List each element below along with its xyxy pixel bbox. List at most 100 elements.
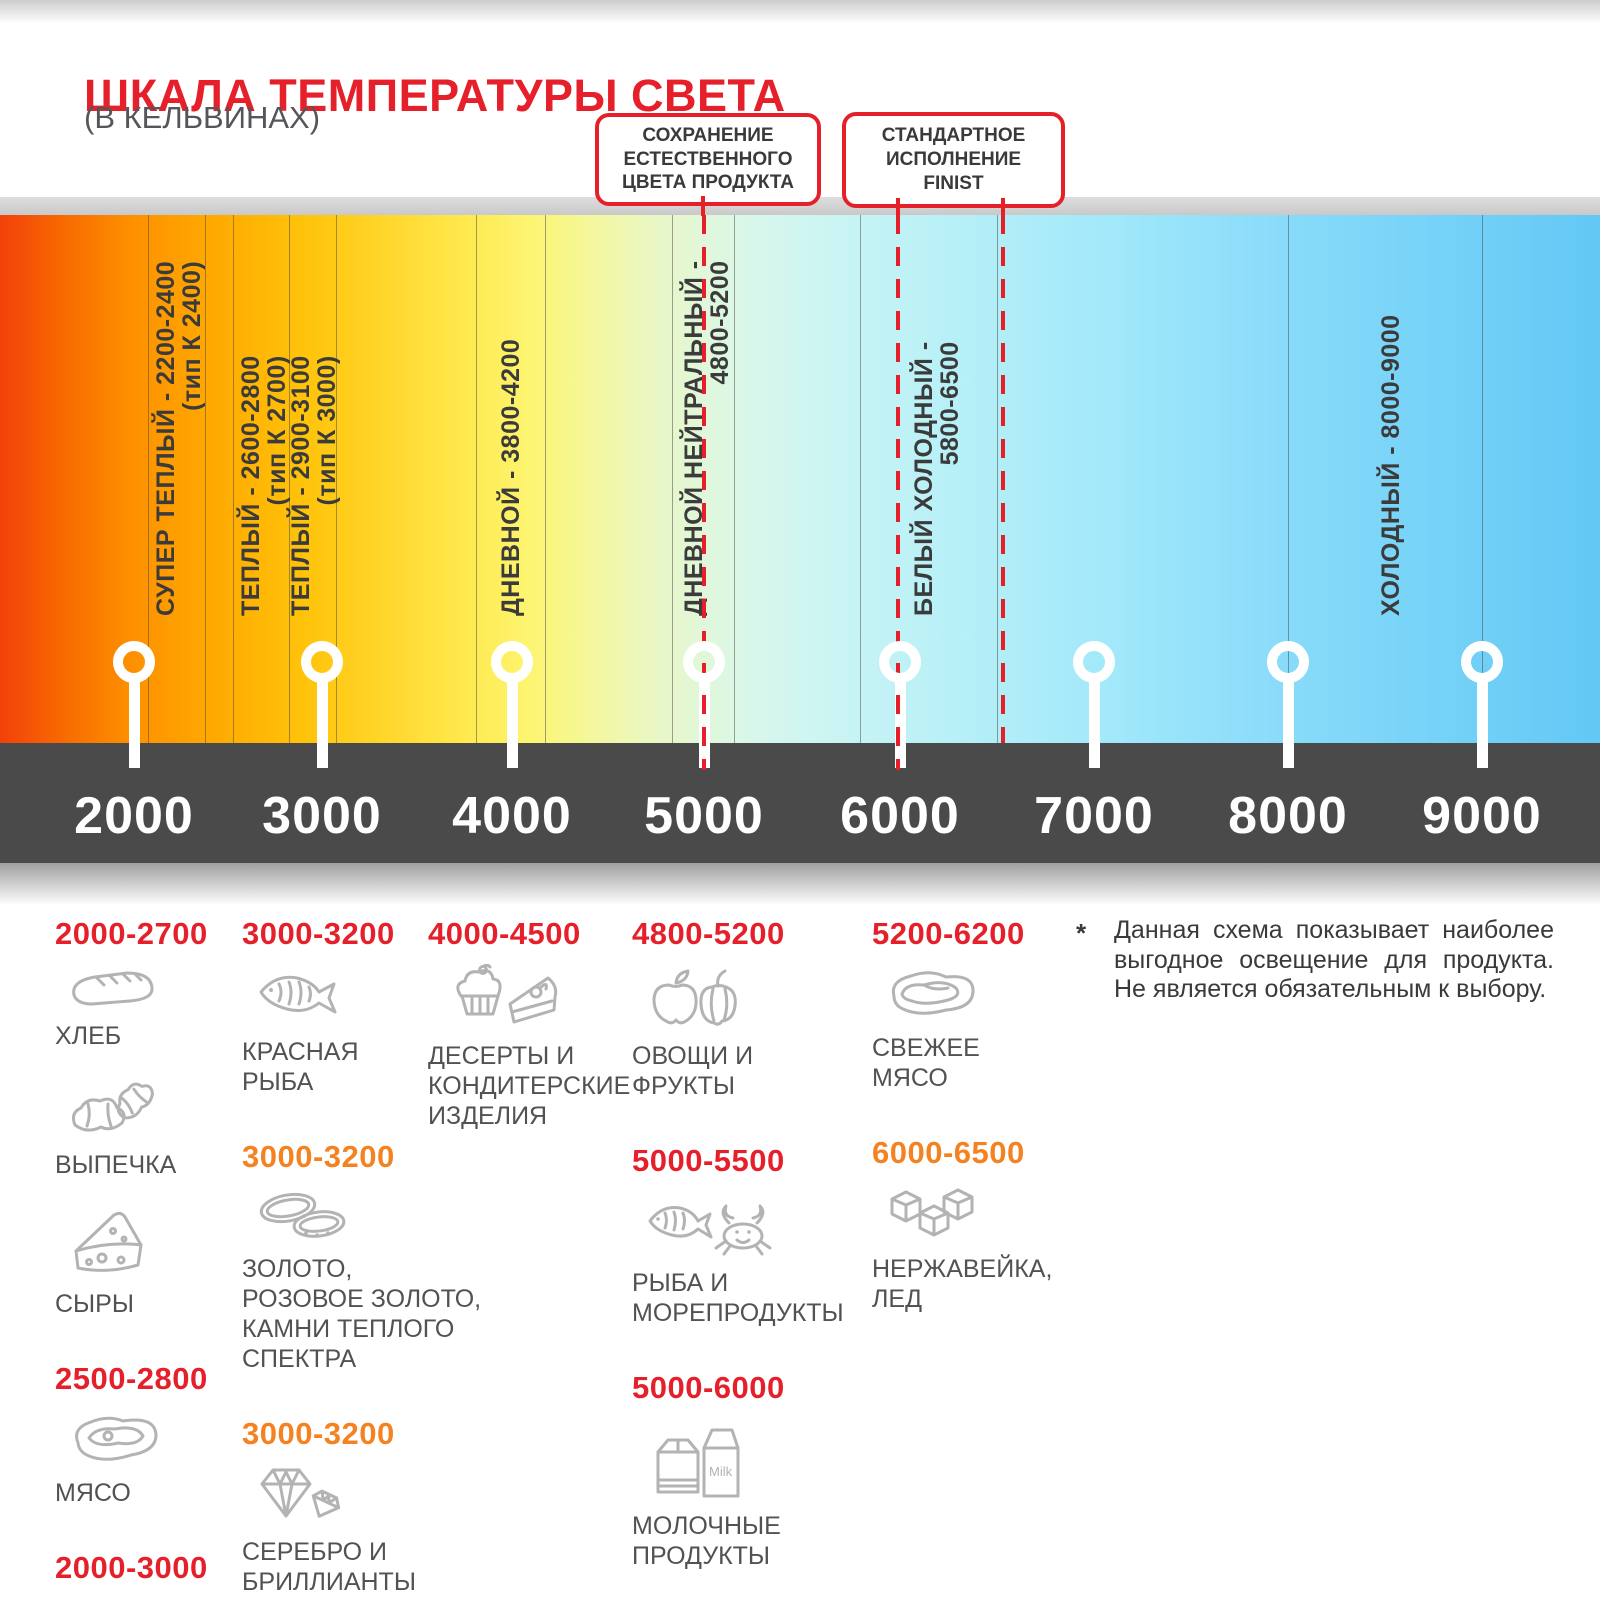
range-heading: 2000-3000 [55, 1550, 208, 1585]
zone-boundary-line [545, 215, 546, 743]
zone-boundary-line [205, 215, 206, 743]
category-group: 5000-6000 Milk МОЛОЧНЫЕ ПРОДУКТЫ [632, 1370, 894, 1600]
item-label: ХЛЕБ [55, 1022, 122, 1050]
list-item: ЗАМОРОЖЕННЫЕ ПОЛУФАБРИКАТЫ [632, 1595, 894, 1600]
meat-icon [69, 1409, 240, 1472]
zone-label-warm-3000: ТЕПЛЫЙ - 2900-3100 (тип К 3000) [287, 355, 341, 616]
zone-boundary-line [233, 215, 234, 743]
milk-carton-text: Milk [709, 1464, 733, 1479]
range-heading: 5200-6200 [872, 916, 1025, 951]
callout-leader-line [896, 198, 900, 216]
tick-stem [1283, 680, 1294, 768]
category-column-2: 3000-3200 КРАСНАЯ РЫБА 3000-3200 [242, 916, 492, 1600]
zone-boundary-line [672, 215, 673, 743]
item-label: ЗОЛОТО, РОЗОВОЕ ЗОЛОТО, КАМНИ ТЕПЛОГО СП… [242, 1255, 482, 1373]
fresh-meat-icon [886, 964, 1087, 1027]
tick-stem [1477, 680, 1488, 768]
list-item: ОВОЩИ И ФРУКТЫ [632, 964, 894, 1101]
item-label: МОЛОЧНЫЕ ПРОДУКТЫ [632, 1512, 781, 1570]
zone-boundary-line [1482, 215, 1483, 743]
list-item: НЕРЖАВЕЙКА, ЛЕД [872, 1183, 1087, 1314]
category-group: 3000-3200 СЕРЕБРО И БРИЛЛИАНТЫ [242, 1416, 492, 1597]
list-item: ВЫПЕЧКА [55, 1075, 240, 1180]
vegetables-fruits-icon [646, 964, 894, 1035]
list-item: СВЕЖЕЕ МЯСО [872, 964, 1087, 1093]
tick-marker-5000 [683, 641, 725, 683]
tick-stem [1089, 680, 1100, 768]
category-column-1: 2000-2700 ХЛЕБ [55, 916, 240, 1600]
zone-boundary-line [860, 215, 861, 743]
zone-boundary-line [1288, 215, 1289, 743]
axis-tick-7000: 7000 [1034, 787, 1154, 845]
zone-boundary-line [476, 215, 477, 743]
item-label: ВЫПЕЧКА [55, 1151, 177, 1179]
item-label: СЕРЕБРО И БРИЛЛИАНТЫ [242, 1538, 416, 1596]
list-item: МЯСО [55, 1409, 240, 1508]
list-item: РЫБА И МОРЕПРОДУКТЫ [632, 1191, 894, 1328]
category-column-5: 5200-6200 СВЕЖЕЕ МЯСО 6000-6500 [872, 916, 1087, 1356]
fish-icon [256, 964, 492, 1031]
top-fade [0, 0, 1600, 26]
zone-boundary-line [336, 215, 337, 743]
range-heading: 4800-5200 [632, 916, 785, 951]
zone-boundary-line [148, 215, 149, 743]
zone-boundary-line [997, 215, 998, 743]
temperature-gradient-band: СУПЕР ТЕПЛЫЙ - 2200-2400 (тип К 2400) ТЕ… [0, 215, 1600, 743]
diamonds-icon [256, 1464, 492, 1531]
footnote-text: Данная схема показывает наиболее выгодно… [1114, 916, 1554, 1003]
guide-dashed-line-5000k [702, 215, 706, 770]
axis-tick-8000: 8000 [1228, 787, 1348, 845]
item-label: НЕРЖАВЕЙКА, ЛЕД [872, 1255, 1053, 1313]
range-heading: 2000-2700 [55, 916, 208, 951]
axis-tick-2000: 2000 [74, 787, 194, 845]
bread-icon [69, 964, 240, 1015]
range-heading: 5000-6000 [632, 1370, 785, 1405]
category-column-3: 4000-4500 ДЕСЕРТЫ И КОНДИТЕРСКИЕ ИЗДЕЛИЯ [428, 916, 643, 1173]
range-heading: 3000-3200 [242, 916, 395, 951]
tick-marker-2000 [113, 641, 155, 683]
tick-marker-9000 [1461, 641, 1503, 683]
tick-marker-3000 [301, 641, 343, 683]
range-heading: 4000-4500 [428, 916, 581, 951]
zone-boundary-line [734, 215, 735, 743]
zone-label-white-cold: БЕЛЫЙ ХОЛОДНЫЙ - 5800-6500 [910, 341, 964, 616]
range-heading: 6000-6500 [872, 1135, 1025, 1170]
band-top-shadow [0, 197, 1600, 215]
tick-marker-4000 [491, 641, 533, 683]
callout-standard-finist-text: СТАНДАРТНОЕ ИСПОЛНЕНИЕ FINIST [881, 125, 1026, 194]
axis-tick-4000: 4000 [452, 787, 572, 845]
footnote: * Данная схема показывает наиболее выгод… [1076, 916, 1554, 1005]
item-label: МЯСО [55, 1479, 131, 1507]
zone-label-day-neutral: ДНЕВНОЙ НЕЙТРАЛЬНЫЙ - 4800-5200 [680, 260, 734, 616]
item-label: ДЕСЕРТЫ И КОНДИТЕРСКИЕ ИЗДЕЛИЯ [428, 1042, 631, 1130]
fish-crab-icon [646, 1191, 894, 1262]
zone-boundary-line [289, 215, 290, 743]
item-label: ОВОЩИ И ФРУКТЫ [632, 1042, 754, 1100]
list-item: КРАСНАЯ РЫБА [242, 964, 492, 1097]
list-item: СЕРЕБРО И БРИЛЛИАНТЫ [242, 1464, 492, 1597]
dessert-icon [442, 963, 643, 1035]
milk-icon: Milk [646, 1418, 894, 1505]
page-title: ШКАЛА ТЕМПЕРАТУРЫ СВЕТА [84, 70, 786, 122]
list-item: ЗОЛОТО, РОЗОВОЕ ЗОЛОТО, КАМНИ ТЕПЛОГО СП… [242, 1187, 492, 1374]
guide-dashed-line-6500k [1001, 215, 1005, 743]
category-group: 6000-6500 НЕРЖАВЕЙКА, ЛЕД [872, 1135, 1087, 1314]
footnote-asterisk: * [1076, 918, 1087, 948]
callout-leader-line [1001, 198, 1005, 216]
ice-cubes-icon [886, 1183, 1087, 1248]
category-group: 3000-3200 КРАСНАЯ РЫБА [242, 916, 492, 1097]
callout-standard-finist: СТАНДАРТНОЕ ИСПОЛНЕНИЕ FINIST [842, 112, 1065, 208]
category-group: 2000-2700 ХЛЕБ [55, 916, 240, 1319]
range-heading: 3000-3200 [242, 1416, 395, 1451]
item-label: РЫБА И МОРЕПРОДУКТЫ [632, 1269, 844, 1327]
page-subtitle: (В КЕЛЬВИНАХ) [84, 100, 321, 135]
tick-marker-8000 [1267, 641, 1309, 683]
category-group: 4800-5200 ОВОЩИ И ФРУКТЫ [632, 916, 894, 1101]
zone-label-cold: ХОЛОДНЫЙ - 8000-9000 [1377, 314, 1405, 616]
category-group: 5200-6200 СВЕЖЕЕ МЯСО [872, 916, 1087, 1093]
category-group: 4000-4500 ДЕСЕРТЫ И КОНДИТЕРСКИЕ ИЗДЕЛИЯ [428, 916, 643, 1131]
croissant-icon [69, 1075, 240, 1144]
guide-dashed-line-6000k [896, 215, 900, 770]
category-column-4: 4800-5200 ОВОЩИ И ФРУКТЫ 5000-5500 [632, 916, 894, 1600]
